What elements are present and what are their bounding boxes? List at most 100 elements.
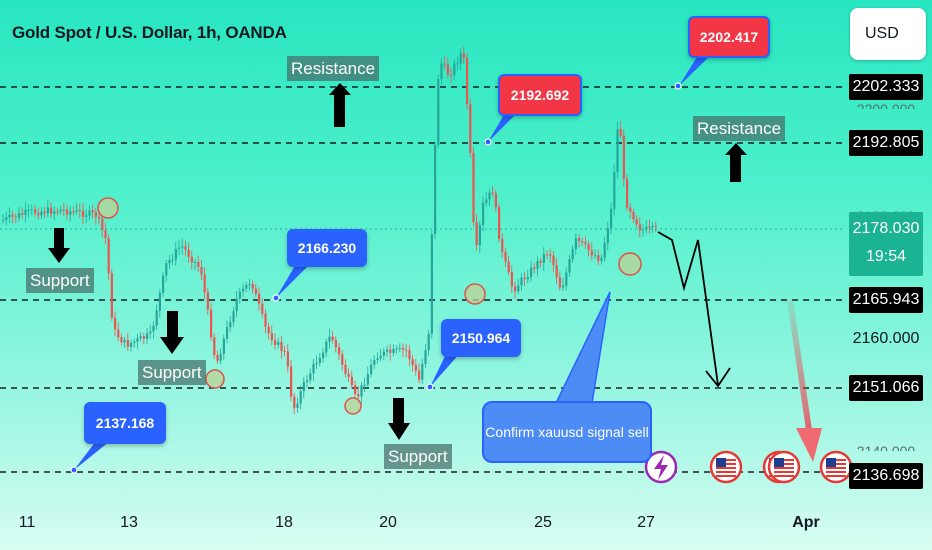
price-callout[interactable]: 2166.230 [287,229,367,267]
candle-body [155,310,158,326]
candle-body [85,215,88,217]
candle-body [107,238,110,274]
candle-body [427,333,430,351]
time-axis-label: 27 [637,514,655,531]
price-callout[interactable]: 2150.964 [441,319,521,357]
candle-body [21,213,24,215]
current-price: 2178.030 [852,220,920,237]
candle-body [606,228,609,244]
candle-body [5,217,8,220]
callout-dot [674,82,682,90]
candle-body [424,350,427,364]
candle-body [149,331,152,334]
us-flag-event-icon[interactable] [709,450,743,484]
candle-body [286,351,289,367]
us-flag-event-icon[interactable] [767,450,801,484]
callout-dot [70,466,78,474]
candle-body [158,292,161,311]
price-level-tag: 2136.698 [849,463,923,489]
candle-body [293,396,296,408]
candle-body [43,211,46,214]
bearish-target-arrow [787,300,822,462]
arrow-up-icon [329,83,351,127]
arrow-down-icon [388,398,410,440]
candle-body [62,209,65,211]
candle-body [274,340,277,345]
candle-body [530,267,533,278]
price-callout[interactable]: 2137.168 [84,402,166,444]
bearish-target-arrow-head [796,428,822,462]
bearish-target-arrow-shaft [787,300,812,430]
candle-body [517,285,520,292]
candle-body [651,226,654,228]
price-axis-label: 2200.000 [856,101,916,109]
price-level-tag: 2202.333 [849,74,923,100]
candle-body [581,241,584,243]
candle-body [171,259,174,261]
candle-body [232,311,235,323]
reversal-marker [344,397,362,415]
candle-body [459,53,462,64]
us-flag-event-icon[interactable] [819,450,853,484]
candle-body [350,376,353,386]
candle-body [197,262,200,267]
candle-body [482,202,485,225]
resistance-label: Resistance [287,56,380,81]
candle-body [78,210,81,212]
candle-body [635,219,638,225]
candle-body [462,53,465,59]
candle-body [533,267,536,269]
candle-body [178,247,181,249]
candle-body [328,336,331,342]
candle-body [552,255,555,266]
candle-body [546,254,549,256]
time-axis-label: Apr [792,514,820,531]
candle-body [110,273,113,318]
candle-body [600,257,603,262]
candle-body [504,251,507,262]
candle-body [418,370,421,380]
candle-body [101,218,104,231]
candle-body [453,63,456,76]
candle-body [56,211,59,213]
candle-body [619,129,622,136]
candle-body [98,216,101,219]
chart-title: Gold Spot / U.S. Dollar, 1h, OANDA [12,23,287,42]
candle-body [421,363,424,380]
candle-body [334,340,337,348]
flash-event-icon[interactable] [644,450,678,484]
candle-body [654,226,657,228]
support-label: Support [384,444,452,469]
candle-body [82,210,85,217]
candle-body [75,210,78,212]
candle-body [219,353,222,361]
candle-body [27,209,30,211]
candle-body [270,333,273,341]
candle-body [366,374,369,385]
signal-note-callout[interactable]: Confirm xauusd signal sell [482,401,652,463]
candle-body [37,213,40,216]
candle-body [152,325,155,332]
candle-body [248,284,251,286]
price-callout[interactable]: 2192.692 [498,74,582,116]
callout-tail-2151 [430,352,461,387]
candle-body [578,238,581,242]
currency-button[interactable]: USD [850,8,926,60]
candle-body [478,224,481,246]
candle-body [626,178,629,208]
candle-body [363,384,366,386]
candle-body [216,355,219,361]
candle-body [88,210,91,216]
price-callout[interactable]: 2202.417 [688,16,770,58]
candle-body [594,255,597,257]
reversal-marker [618,252,642,276]
time-axis-label: 20 [379,514,397,531]
candle-body [213,337,216,356]
candle-body [18,213,21,218]
callout-note-tail [554,291,611,404]
event-icons[interactable] [644,450,853,484]
candle-body [318,358,321,363]
candle-body [357,394,360,397]
